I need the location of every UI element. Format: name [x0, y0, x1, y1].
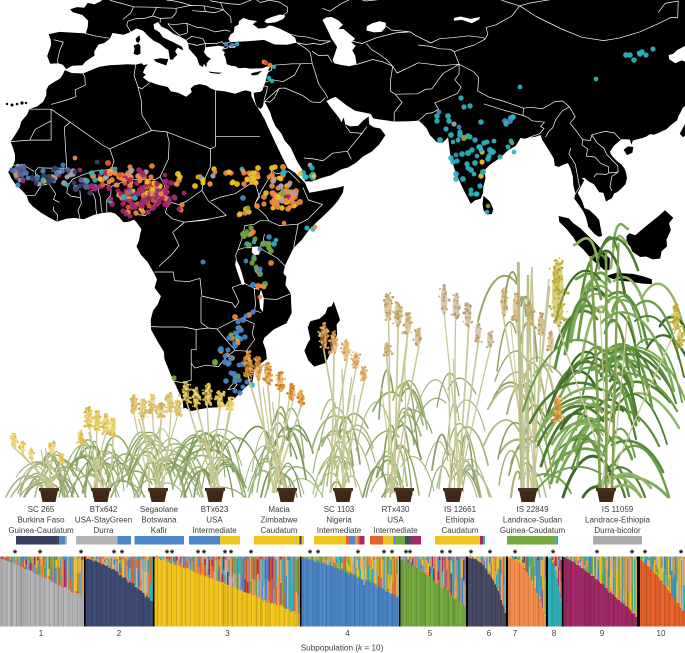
svg-text:Kafir: Kafir [151, 526, 168, 535]
svg-text:Zimbabwe: Zimbabwe [261, 516, 298, 525]
svg-text:Caudatum: Caudatum [261, 526, 298, 535]
svg-text:*: * [382, 548, 387, 560]
svg-text:Durra-bicolor: Durra-bicolor [594, 526, 641, 535]
svg-text:*: * [223, 548, 228, 560]
svg-text:*: * [630, 548, 635, 560]
svg-text:5: 5 [428, 629, 433, 638]
svg-text:*: * [170, 548, 175, 560]
svg-text:Landrace-Sudan: Landrace-Sudan [503, 516, 562, 525]
svg-text:IS 22849: IS 22849 [516, 505, 549, 514]
svg-text:6: 6 [487, 629, 492, 638]
svg-text:*: * [38, 548, 43, 560]
svg-text:Burkina Faso: Burkina Faso [17, 516, 65, 525]
svg-text:*: * [448, 548, 453, 560]
svg-text:Ethiopia: Ethiopia [446, 516, 475, 525]
svg-text:USA: USA [387, 516, 404, 525]
svg-text:*: * [79, 548, 84, 560]
svg-text:Intermediate: Intermediate [317, 526, 362, 535]
svg-text:USA-StayGreen: USA-StayGreen [75, 516, 132, 525]
svg-text:BTx623: BTx623 [201, 505, 229, 514]
svg-text:Intermediate: Intermediate [373, 526, 418, 535]
svg-text:*: * [249, 548, 254, 560]
svg-text:SC 265: SC 265 [28, 505, 55, 514]
svg-text:*: * [356, 548, 361, 560]
svg-text:BTx642: BTx642 [90, 505, 118, 514]
svg-text:Caudatum: Caudatum [442, 526, 479, 535]
svg-text:*: * [513, 548, 518, 560]
svg-text:*: * [165, 548, 170, 560]
svg-text:*: * [120, 548, 125, 560]
svg-text:Guinea-Caudatum: Guinea-Caudatum [8, 526, 74, 535]
svg-text:10: 10 [657, 629, 666, 638]
svg-text:*: * [390, 548, 395, 560]
svg-text:RTx430: RTx430 [382, 505, 410, 514]
svg-text:*: * [643, 548, 648, 560]
svg-text:*: * [229, 548, 234, 560]
svg-text:IS 12661: IS 12661 [444, 505, 477, 514]
svg-text:9: 9 [600, 629, 605, 638]
svg-text:1: 1 [39, 629, 44, 638]
svg-text:7: 7 [513, 629, 518, 638]
svg-text:*: * [440, 548, 445, 560]
svg-text:4: 4 [345, 629, 350, 638]
svg-text:Intermediate: Intermediate [192, 526, 237, 535]
svg-text:Nigeria: Nigeria [326, 516, 352, 525]
svg-text:*: * [551, 548, 556, 560]
svg-text:IS 11059: IS 11059 [602, 505, 634, 514]
svg-text:Guinea-Caudatum: Guinea-Caudatum [500, 526, 566, 535]
svg-text:*: * [595, 548, 600, 560]
svg-text:*: * [308, 548, 313, 560]
svg-text:*: * [488, 548, 493, 560]
svg-text:USA: USA [206, 516, 223, 525]
svg-text:*: * [469, 548, 474, 560]
svg-text:*: * [316, 548, 321, 560]
svg-text:Macia: Macia [268, 505, 290, 514]
svg-text:SC 1103: SC 1103 [324, 505, 355, 514]
svg-text:*: * [112, 548, 117, 560]
svg-text:Landrace-Ethiopia: Landrace-Ethiopia [585, 516, 650, 525]
svg-text:*: * [13, 548, 18, 560]
svg-text:*: * [404, 548, 409, 560]
svg-text:Durra: Durra [93, 526, 114, 535]
svg-text:*: * [196, 548, 201, 560]
svg-text:*: * [679, 548, 684, 560]
svg-text:Subpopulation (k = 10): Subpopulation (k = 10) [301, 644, 384, 653]
svg-text:*: * [408, 548, 413, 560]
svg-text:3: 3 [225, 629, 230, 638]
svg-text:*: * [202, 548, 207, 560]
svg-text:Segaolane: Segaolane [140, 505, 179, 514]
svg-text:8: 8 [552, 629, 557, 638]
svg-text:Botswana: Botswana [141, 516, 177, 525]
svg-text:2: 2 [117, 629, 122, 638]
